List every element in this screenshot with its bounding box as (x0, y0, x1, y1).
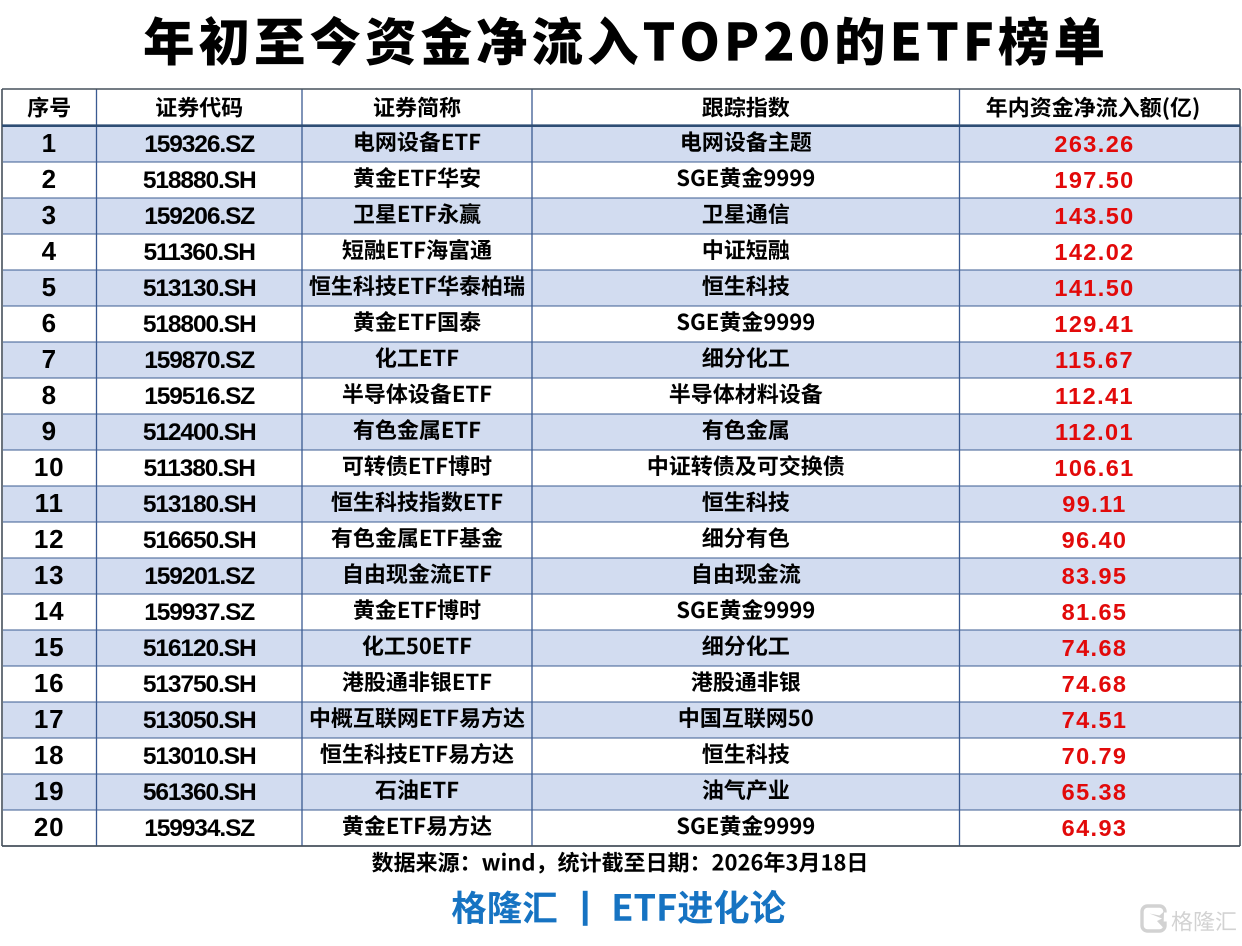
svg-text:18: 18 (34, 740, 65, 770)
svg-text:64.93: 64.93 (1062, 815, 1128, 841)
svg-text:3: 3 (42, 200, 57, 230)
svg-text:129.41: 129.41 (1054, 311, 1134, 337)
svg-text:516650.SH: 516650.SH (143, 527, 256, 554)
svg-text:6: 6 (42, 308, 57, 338)
svg-text:518880.SH: 518880.SH (143, 167, 256, 194)
svg-text:159326.SZ: 159326.SZ (144, 131, 255, 158)
svg-text:561360.SH: 561360.SH (143, 779, 256, 806)
svg-text:74.51: 74.51 (1062, 707, 1128, 733)
svg-text:512400.SH: 512400.SH (143, 419, 256, 446)
svg-text:16: 16 (34, 668, 65, 698)
svg-text:112.01: 112.01 (1055, 419, 1134, 445)
svg-text:159937.SZ: 159937.SZ (144, 599, 255, 626)
svg-text:14: 14 (34, 596, 65, 626)
svg-text:513180.SH: 513180.SH (143, 491, 256, 518)
svg-text:74.68: 74.68 (1062, 671, 1128, 697)
svg-text:1: 1 (42, 128, 57, 158)
svg-text:10: 10 (34, 452, 65, 482)
svg-text:159934.SZ: 159934.SZ (144, 815, 255, 842)
svg-text:112.41: 112.41 (1055, 383, 1134, 409)
svg-text:5: 5 (42, 272, 57, 302)
svg-text:511360.SH: 511360.SH (144, 239, 256, 266)
svg-text:17: 17 (34, 704, 65, 734)
svg-text:70.79: 70.79 (1062, 743, 1128, 769)
svg-text:143.50: 143.50 (1054, 203, 1134, 229)
svg-text:96.40: 96.40 (1062, 527, 1128, 553)
svg-text:81.65: 81.65 (1062, 599, 1128, 625)
svg-text:2: 2 (42, 164, 57, 194)
svg-text:518800.SH: 518800.SH (143, 311, 256, 338)
svg-text:513750.SH: 513750.SH (143, 671, 256, 698)
svg-text:4: 4 (42, 236, 57, 266)
svg-text:74.68: 74.68 (1062, 635, 1128, 661)
svg-text:159516.SZ: 159516.SZ (144, 383, 255, 410)
svg-text:99.11: 99.11 (1062, 491, 1127, 517)
svg-text:513010.SH: 513010.SH (143, 743, 256, 770)
svg-text:513050.SH: 513050.SH (143, 707, 256, 734)
svg-text:83.95: 83.95 (1062, 563, 1128, 589)
svg-text:11: 11 (35, 488, 64, 518)
svg-text:20: 20 (34, 812, 65, 842)
svg-text:7: 7 (42, 344, 57, 374)
svg-text:12: 12 (34, 524, 65, 554)
svg-text:9: 9 (42, 416, 57, 446)
svg-text:141.50: 141.50 (1054, 275, 1134, 301)
svg-text:106.61: 106.61 (1054, 455, 1134, 481)
svg-text:13: 13 (34, 560, 65, 590)
svg-text:142.02: 142.02 (1054, 239, 1134, 265)
svg-text:511380.SH: 511380.SH (144, 455, 256, 482)
svg-text:115.67: 115.67 (1055, 347, 1134, 373)
svg-text:513130.SH: 513130.SH (143, 275, 256, 302)
svg-text:516120.SH: 516120.SH (143, 635, 256, 662)
svg-text:8: 8 (42, 380, 57, 410)
svg-text:19: 19 (34, 776, 65, 806)
svg-text:159206.SZ: 159206.SZ (144, 203, 255, 230)
svg-text:263.26: 263.26 (1054, 131, 1134, 157)
svg-text:65.38: 65.38 (1062, 779, 1128, 805)
svg-text:159870.SZ: 159870.SZ (144, 347, 255, 374)
svg-text:197.50: 197.50 (1054, 167, 1134, 193)
svg-text:15: 15 (34, 632, 65, 662)
svg-text:159201.SZ: 159201.SZ (144, 563, 255, 590)
